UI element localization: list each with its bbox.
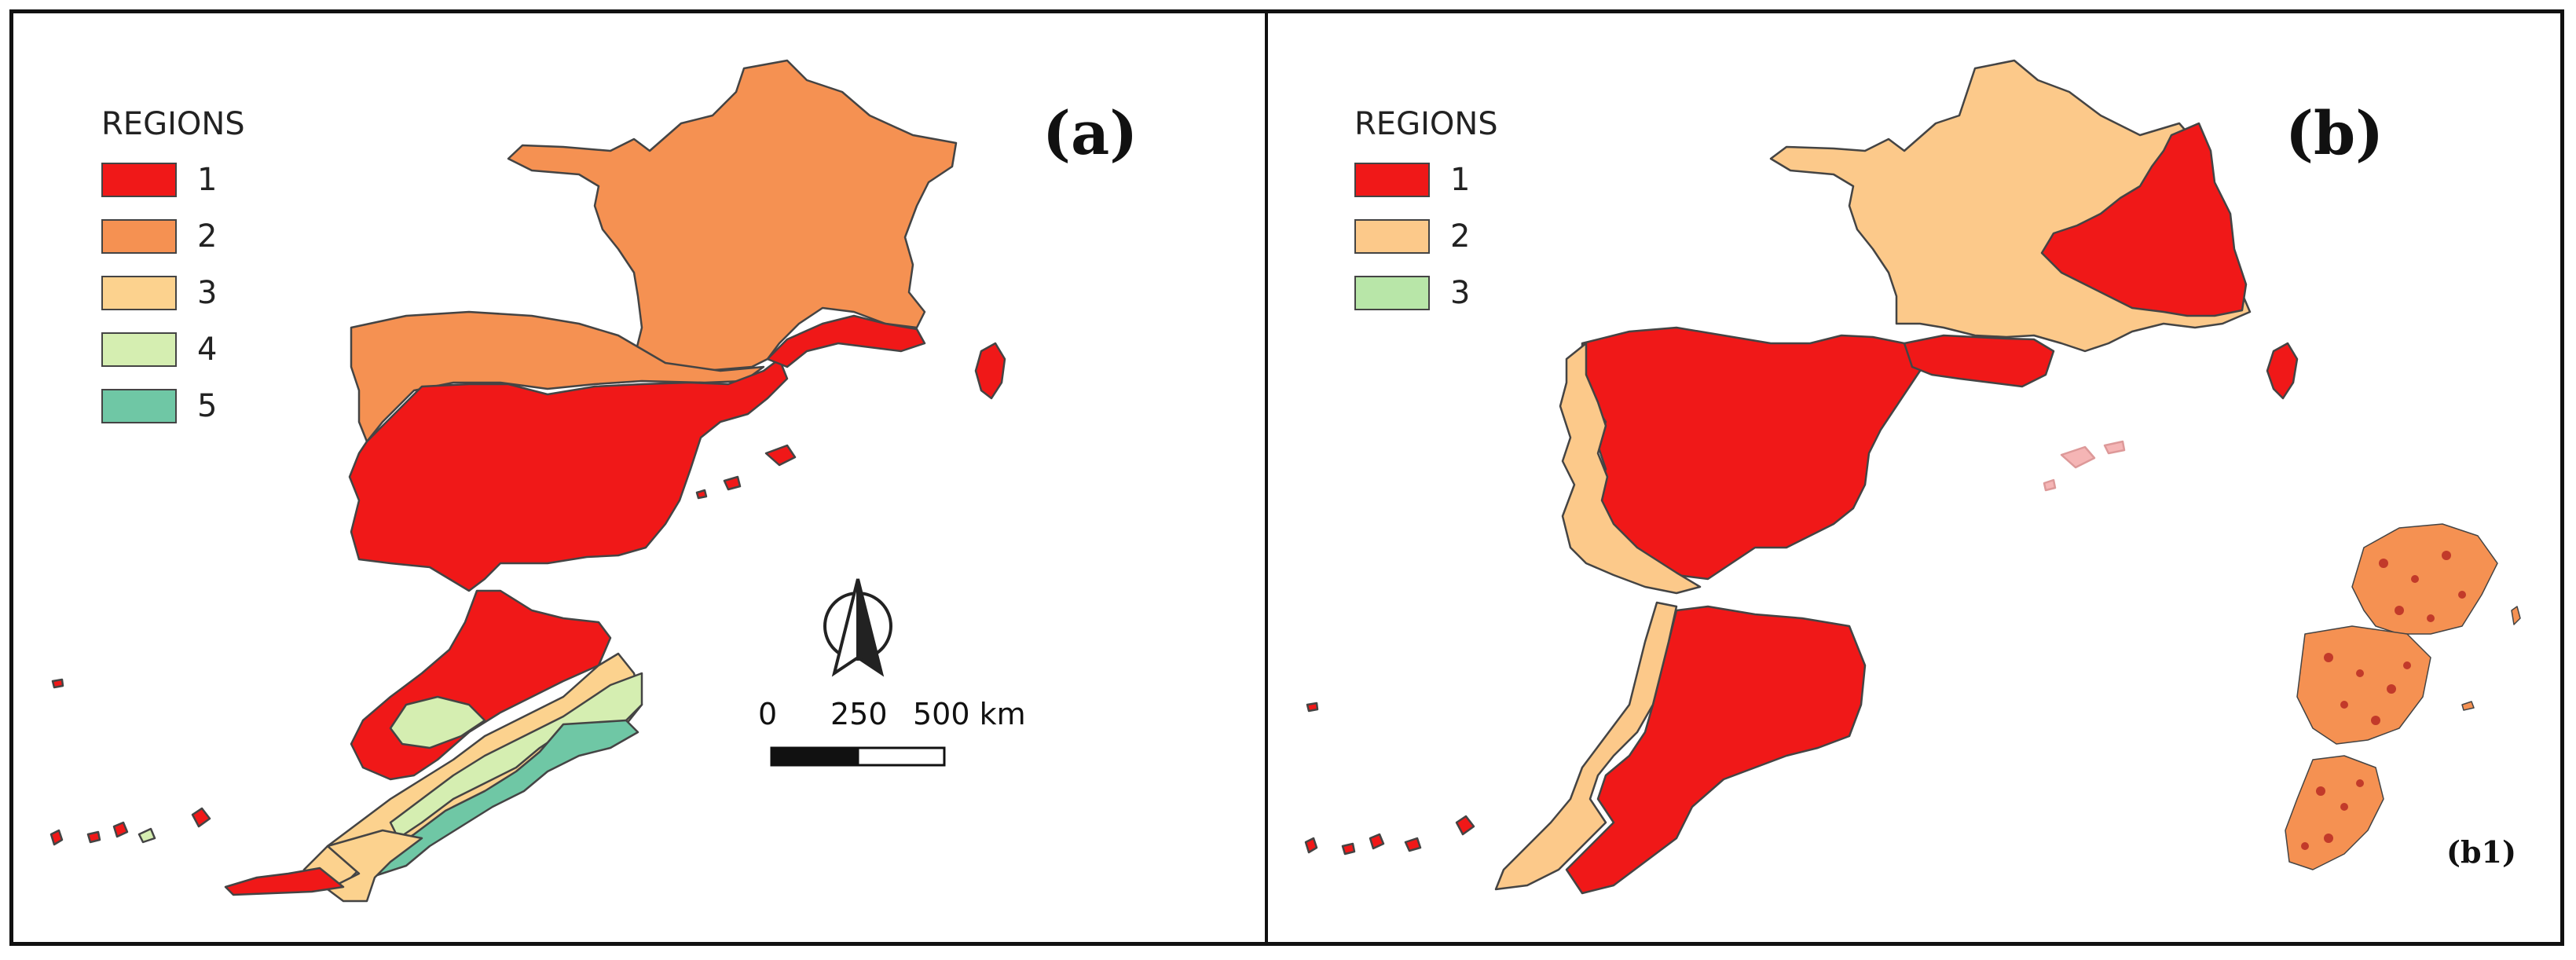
legend-label-3: 3 [1450,275,1471,311]
legend-swatch-3 [1354,276,1430,310]
canary-2 [49,829,64,846]
map-a [49,59,1006,903]
legend-item-1: 1 [1354,152,1498,208]
inset-corsica [2511,606,2521,625]
panel-label-a: (a) [1042,98,1138,168]
legend-title: REGIONS [101,106,245,142]
panel-divider [1265,9,1268,946]
canary-3 [86,830,101,844]
scale-tick-0: 0 [758,697,778,731]
inset-label-b1: (b1) [2446,834,2516,870]
b-balearic-3 [2043,478,2057,492]
inset-morocco [2285,755,2384,870]
b-canary-6 [1455,815,1475,836]
inset-b1-map [2285,523,2521,870]
legend-swatch-5 [101,389,177,423]
balearic-3 [695,489,708,500]
legend-label-1: 1 [1450,162,1471,198]
b-canary-1 [1306,702,1319,713]
legend-item-1: 1 [101,152,245,208]
b-balearic-1 [2060,445,2096,469]
legend-label-1: 1 [197,162,218,198]
canary-1 [51,678,64,689]
legend-swatch-3 [101,276,177,310]
inset-speckle [2301,551,2466,850]
b-iberia-region-1 [1581,326,1929,581]
balearic-2 [723,475,742,491]
legend-item-2: 2 [101,208,245,265]
legend-label-4: 4 [197,332,218,368]
legend-swatch-2 [101,219,177,254]
legend-swatch-1 [1354,163,1430,197]
panel-a: REGIONS 1 2 3 4 5 (a) [13,13,1265,942]
iberia-region-1 [348,357,789,592]
scale-tick-250: 250 [830,697,888,731]
b-canary-2 [1304,837,1318,854]
b-corsica [2266,342,2299,400]
canary-5 [137,827,156,844]
legend-swatch-4 [101,332,177,367]
map-b [1304,59,2521,895]
legend-label-2: 2 [1450,218,1471,255]
legend-item-5: 5 [101,378,245,434]
b-france-region-1 [2040,122,2248,317]
scale-bar [770,746,946,767]
legend-item-4: 4 [101,321,245,378]
france-med-region-1 [766,314,926,368]
morocco-region-4 [389,695,486,749]
legend-item-3: 3 [1354,265,1498,321]
iberia-north-region-2 [350,310,765,443]
corsica [974,342,1006,400]
b-iberia-ne-region-1 [1903,334,2055,388]
legend-item-3: 3 [101,265,245,321]
panel-label-b: (b) [2285,98,2384,168]
balearic-1 [764,444,797,467]
canary-6 [191,807,211,828]
legend-a: REGIONS 1 2 3 4 5 [101,106,245,434]
b-canary-5 [1404,837,1422,852]
canary-4 [112,821,129,838]
b-canary-3 [1341,842,1356,856]
legend-b: REGIONS 1 2 3 [1354,106,1498,321]
morocco-south-region-1 [224,867,345,896]
legend-title: REGIONS [1354,106,1498,142]
legend-label-2: 2 [197,218,218,255]
b-canary-4 [1369,833,1385,850]
inset-balearic [2461,701,2475,711]
panel-b: REGIONS 1 2 3 (b) [1268,13,2560,942]
b-morocco-region-1 [1565,605,1867,895]
morocco-south-region-3 [326,829,423,903]
scale-tick-500: 500 km [913,697,1026,731]
legend-label-3: 3 [197,275,218,311]
b-morocco-region-2 [1494,601,1678,891]
north-arrow-icon [823,578,892,677]
legend-swatch-2 [1354,219,1430,254]
morocco-region-5 [357,719,639,878]
inset-france [2351,523,2498,635]
b-balearic-2 [2103,440,2126,455]
legend-swatch-1 [101,163,177,197]
inset-iberia [2296,625,2431,745]
b-iberia-region-2 [1559,342,1702,595]
legend-item-2: 2 [1354,208,1498,265]
legend-label-5: 5 [197,388,218,424]
